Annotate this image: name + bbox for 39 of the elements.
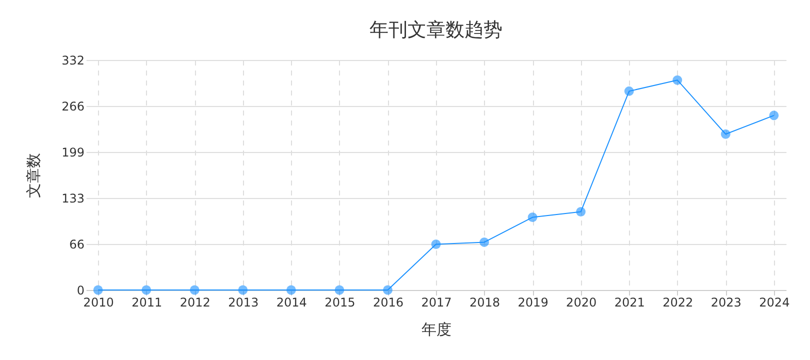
x-tick-label: 2024 <box>759 296 790 310</box>
y-tick-label: 133 <box>62 192 84 206</box>
x-tick-label: 2021 <box>614 296 645 310</box>
point <box>238 285 248 295</box>
x-tick-label: 2013 <box>228 296 259 310</box>
x-tick-label: 2022 <box>662 296 694 310</box>
point <box>286 285 296 295</box>
point <box>624 86 634 96</box>
x-tick-label: 2010 <box>83 296 114 310</box>
point <box>576 206 586 216</box>
x-tick-label: 2017 <box>421 296 452 310</box>
y-tick-label: 66 <box>69 238 84 252</box>
y-tick-label: 199 <box>62 146 84 160</box>
point <box>528 212 538 222</box>
x-axis-title: 年度 <box>422 320 452 338</box>
x-tick-label: 2016 <box>372 296 404 310</box>
point <box>431 240 441 250</box>
x-tick-label: 2023 <box>710 296 742 310</box>
x-tick-label: 2014 <box>276 296 307 310</box>
x-tick-label: 2015 <box>324 296 356 310</box>
x-tick-label: 2020 <box>566 296 597 310</box>
point <box>334 285 344 295</box>
point <box>190 285 200 295</box>
y-tick-label: 266 <box>62 100 84 114</box>
point <box>769 110 779 120</box>
point <box>142 285 152 295</box>
point <box>480 237 490 247</box>
y-tick-label: 0 <box>76 284 84 298</box>
y-axis-title: 文章数 <box>24 153 43 198</box>
point <box>720 129 730 139</box>
y-tick-label: 332 <box>62 54 84 68</box>
x-tick-label: 2011 <box>132 296 162 310</box>
x-tick-label: 2018 <box>470 296 500 310</box>
x-tick-label: 2019 <box>518 296 548 310</box>
point <box>672 75 682 85</box>
point <box>382 285 392 295</box>
x-tick-label: 2012 <box>180 296 210 310</box>
chart-title: 年刊文章数趋势 <box>370 19 502 41</box>
point <box>93 285 103 295</box>
